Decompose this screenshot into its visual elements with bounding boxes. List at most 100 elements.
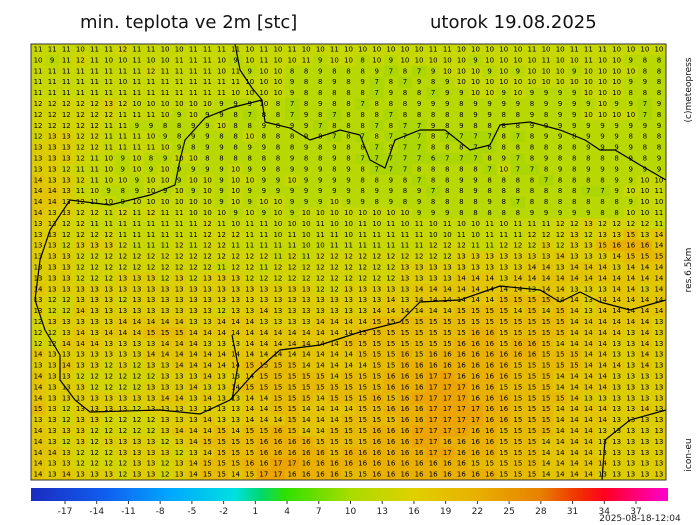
cell-value: 12 bbox=[231, 253, 240, 261]
cell-value: 14 bbox=[316, 427, 325, 435]
cell-value: 10 bbox=[203, 187, 212, 195]
cell-value: 8 bbox=[487, 122, 491, 130]
cell-value: 16 bbox=[415, 362, 424, 370]
cell-value: 8 bbox=[643, 89, 647, 97]
cell bbox=[143, 163, 159, 176]
cell bbox=[270, 403, 286, 416]
cell-value: 12 bbox=[443, 253, 452, 261]
cell bbox=[637, 371, 653, 383]
cell-value: 10 bbox=[598, 111, 607, 119]
cell bbox=[313, 327, 328, 339]
cell bbox=[524, 447, 540, 459]
cell bbox=[383, 174, 399, 187]
cell bbox=[115, 283, 131, 296]
cell-value: 11 bbox=[584, 56, 593, 64]
cell-value: 14 bbox=[570, 471, 579, 479]
cell bbox=[341, 240, 357, 252]
cell-value: 8 bbox=[530, 133, 534, 141]
cell bbox=[228, 120, 244, 132]
cell bbox=[553, 251, 568, 263]
cell bbox=[412, 98, 427, 110]
cell-value: 15 bbox=[386, 394, 395, 402]
cell-value: 10 bbox=[429, 220, 438, 228]
cell bbox=[186, 87, 201, 99]
cell-value: 13 bbox=[429, 274, 438, 282]
cell-value: 15 bbox=[358, 394, 367, 402]
cell-value: 14 bbox=[259, 307, 268, 315]
cell bbox=[426, 98, 441, 110]
cell-value: 16 bbox=[429, 460, 438, 468]
cell bbox=[468, 44, 484, 56]
cell bbox=[482, 360, 498, 372]
cell-value: 15 bbox=[429, 329, 438, 337]
cell-value: 14 bbox=[556, 416, 565, 424]
cell bbox=[412, 338, 427, 350]
cell bbox=[383, 44, 399, 56]
cell bbox=[87, 240, 103, 252]
cell-value: 9 bbox=[445, 100, 449, 108]
cell bbox=[524, 458, 540, 470]
cell-value: 9 bbox=[332, 78, 336, 86]
cell-value: 11 bbox=[90, 154, 99, 162]
cell bbox=[31, 153, 46, 165]
cell bbox=[454, 392, 469, 405]
cell-value: 12 bbox=[245, 263, 254, 271]
cell bbox=[595, 54, 611, 67]
cell bbox=[242, 142, 258, 154]
cell bbox=[609, 371, 625, 383]
cell bbox=[539, 425, 554, 437]
cell-value: 16 bbox=[273, 449, 282, 457]
cell-value: 9 bbox=[135, 187, 139, 195]
cell bbox=[383, 305, 399, 317]
cell-value: 14 bbox=[654, 307, 663, 315]
cell bbox=[214, 371, 230, 383]
cell bbox=[539, 229, 554, 241]
cell-value: 15 bbox=[273, 405, 282, 413]
cell-value: 14 bbox=[231, 383, 240, 391]
cell-value: 16 bbox=[400, 460, 409, 468]
cell bbox=[468, 174, 484, 187]
cell bbox=[468, 142, 484, 154]
cell bbox=[186, 207, 201, 219]
cell-value: 13 bbox=[76, 242, 85, 250]
cell-value: 14 bbox=[485, 274, 494, 282]
cell-value: 8 bbox=[290, 144, 294, 152]
cell bbox=[256, 87, 272, 99]
cell-value: 12 bbox=[161, 460, 170, 468]
cell-value: 10 bbox=[231, 220, 240, 228]
cell bbox=[143, 54, 159, 67]
cell bbox=[270, 436, 286, 448]
cell bbox=[214, 44, 230, 56]
cell bbox=[158, 131, 173, 143]
cell bbox=[482, 316, 498, 328]
cell bbox=[510, 240, 526, 252]
cell bbox=[73, 294, 88, 307]
cell-value: 14 bbox=[542, 285, 551, 293]
cell bbox=[200, 360, 215, 372]
cell-value: 14 bbox=[584, 362, 593, 370]
cell bbox=[595, 436, 611, 448]
cell-value: 8 bbox=[459, 111, 463, 119]
cell-value: 10 bbox=[132, 198, 141, 206]
cell bbox=[651, 44, 667, 56]
cell bbox=[285, 294, 300, 307]
cell bbox=[539, 240, 554, 252]
cell bbox=[355, 131, 371, 143]
cell bbox=[73, 283, 88, 296]
cell bbox=[313, 109, 328, 121]
cell bbox=[383, 392, 399, 405]
cell bbox=[200, 251, 215, 263]
cell-value: 15 bbox=[217, 438, 226, 446]
cell-value: 7 bbox=[360, 100, 364, 108]
cell bbox=[87, 272, 103, 285]
cell-value: 15 bbox=[386, 340, 395, 348]
cell bbox=[59, 469, 74, 481]
cell bbox=[510, 131, 526, 143]
cell bbox=[214, 392, 230, 405]
cell-value: 9 bbox=[417, 209, 421, 217]
cell-value: 12 bbox=[189, 263, 198, 271]
cell-value: 11 bbox=[189, 220, 198, 228]
cell bbox=[172, 327, 187, 339]
cell bbox=[214, 360, 230, 372]
cell-value: 8 bbox=[445, 165, 449, 173]
